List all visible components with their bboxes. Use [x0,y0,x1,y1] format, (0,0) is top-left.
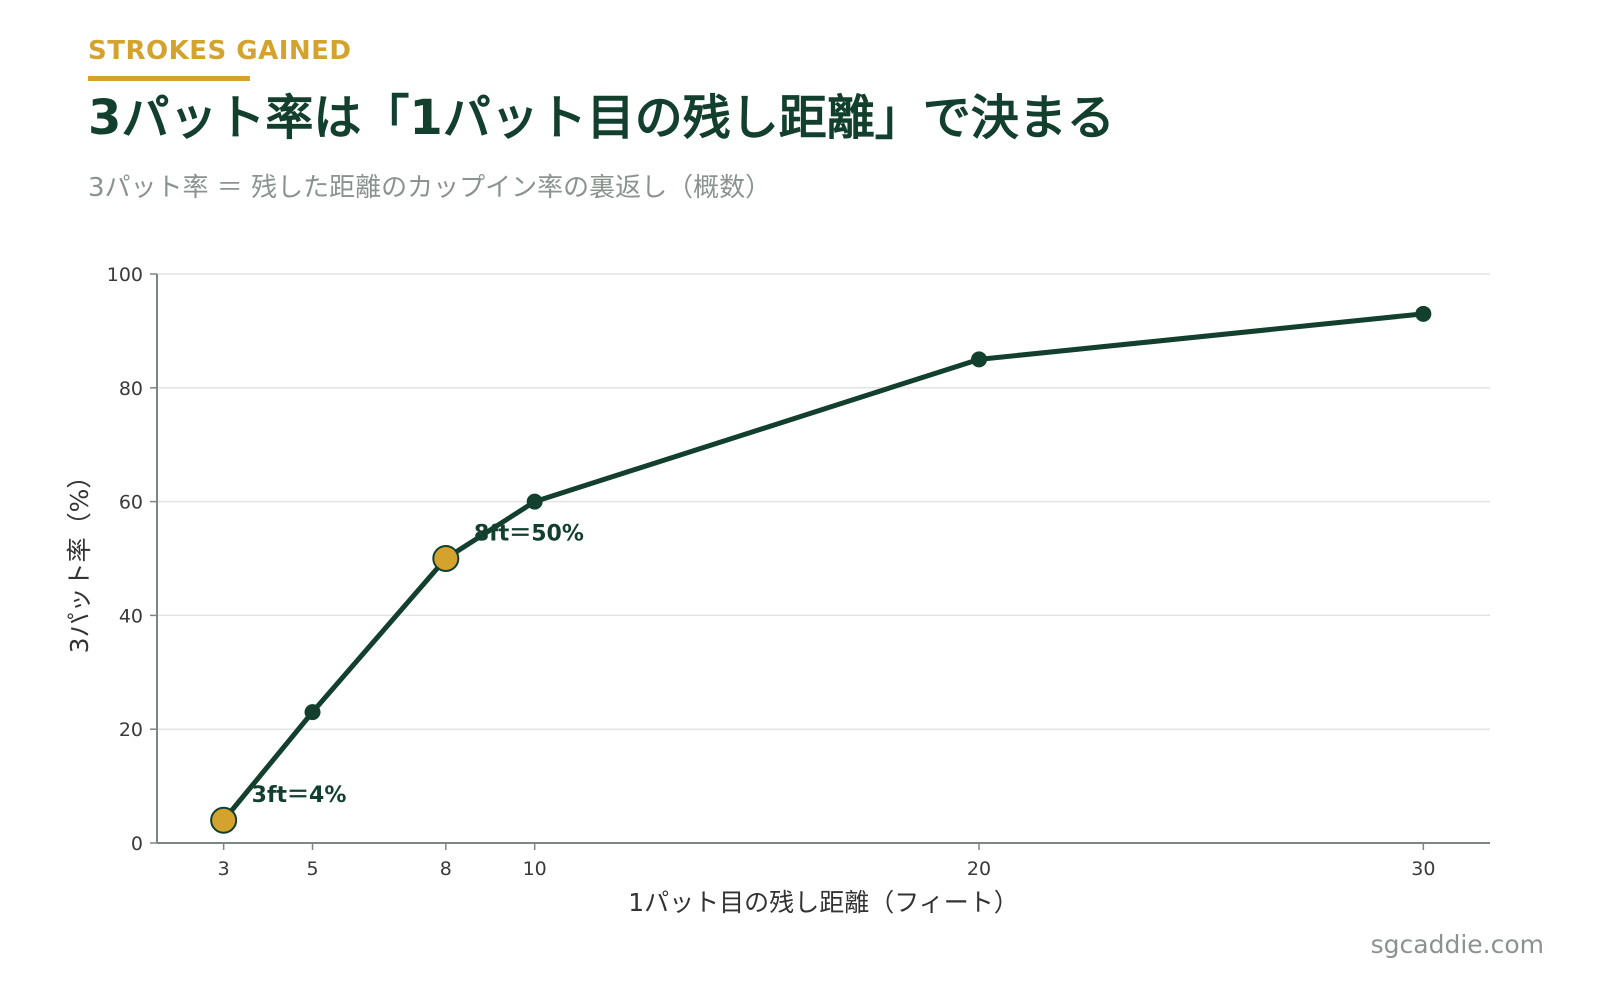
y-tick-label-100: 100 [107,264,143,286]
annotation-3ft: 3ft＝4% [252,783,347,808]
y-tick-label-20: 20 [119,719,143,741]
grid-lines [157,273,1490,730]
highlight-point-8 [432,545,460,572]
data-point-10 [526,493,543,510]
y-tick-label-0: 0 [131,833,143,855]
annotations: 3ft＝4% 8ft＝50% [252,522,584,809]
x-tick-labels: 3 5 8 10 20 30 [218,843,1435,880]
annotation-8ft: 8ft＝50% [474,522,584,547]
x-axis-title: 1パット目の残し距離（フィート） [628,888,1018,917]
axes [156,274,1490,844]
x-tick-label-20: 20 [967,858,991,880]
data-point-20 [971,351,988,368]
y-tick-label-40: 40 [119,605,143,627]
highlight-point-3 [210,806,238,834]
chart-subtitle: 3パット率 ＝ 残した距離のカップイン率の裏返し（概数） [88,173,772,203]
series-line [221,311,1426,823]
y-tick-labels: 0 20 40 60 80 100 [107,264,157,855]
x-tick-label-3: 3 [218,858,230,880]
y-axis-title: 3パット率（%） [65,464,94,654]
data-point-5 [304,704,321,721]
chart-title: 3パット率は「1パット目の残し距離」で決まる [88,90,1115,146]
kicker-label: STROKES GAINED [88,36,352,66]
y-tick-label-60: 60 [119,492,143,514]
x-tick-label-30: 30 [1411,858,1435,880]
x-tick-label-10: 10 [523,858,547,880]
data-points [210,305,1432,834]
data-point-30 [1415,305,1432,322]
x-tick-label-5: 5 [306,858,318,880]
x-tick-label-8: 8 [440,858,452,880]
y-tick-label-80: 80 [119,378,143,400]
kicker-underline [88,76,250,81]
site-credit: sgcaddie.com [1370,930,1544,959]
